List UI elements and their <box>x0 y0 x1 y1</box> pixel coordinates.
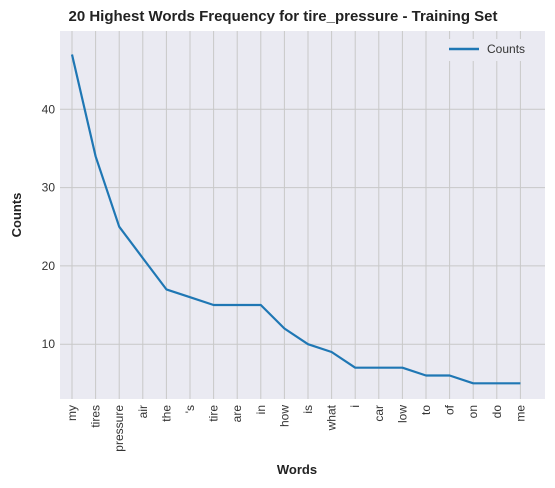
x-tick-label: are <box>230 405 244 423</box>
x-tick-label: how <box>277 405 291 427</box>
y-axis-label: Counts <box>9 193 24 238</box>
x-tick-label: my <box>65 405 79 421</box>
chart-title: 20 Highest Words Frequency for tire_pres… <box>68 8 497 25</box>
x-tick-label: 's <box>183 405 197 413</box>
legend: Counts <box>442 39 538 61</box>
x-tick-label: in <box>254 405 268 414</box>
plot-area <box>60 31 545 399</box>
y-tick-label: 20 <box>42 259 56 273</box>
y-tick-label: 10 <box>42 337 56 351</box>
y-tick-label: 40 <box>42 102 56 116</box>
legend-box <box>442 39 538 61</box>
x-tick-label: tire <box>207 405 221 422</box>
x-tick-label: tires <box>89 405 103 428</box>
x-tick-label: car <box>372 405 386 422</box>
x-tick-label: low <box>395 405 409 423</box>
x-tick-label: to <box>419 405 433 415</box>
x-tick-label: the <box>159 405 173 422</box>
legend-label-counts: Counts <box>487 42 525 56</box>
series-line-counts <box>70 54 521 385</box>
y-tick-label: 30 <box>42 181 56 195</box>
x-tick-label: i <box>348 405 362 408</box>
x-tick-label: do <box>490 405 504 419</box>
x-tick-label: on <box>466 405 480 418</box>
x-axis-label: Words <box>277 462 317 477</box>
x-tick-label: me <box>513 405 527 422</box>
x-tick-label: pressure <box>112 405 126 452</box>
x-tick-label: what <box>325 404 339 431</box>
x-tick-label: of <box>443 404 457 415</box>
x-tick-label: air <box>136 405 150 418</box>
x-tick-label: is <box>301 405 315 414</box>
